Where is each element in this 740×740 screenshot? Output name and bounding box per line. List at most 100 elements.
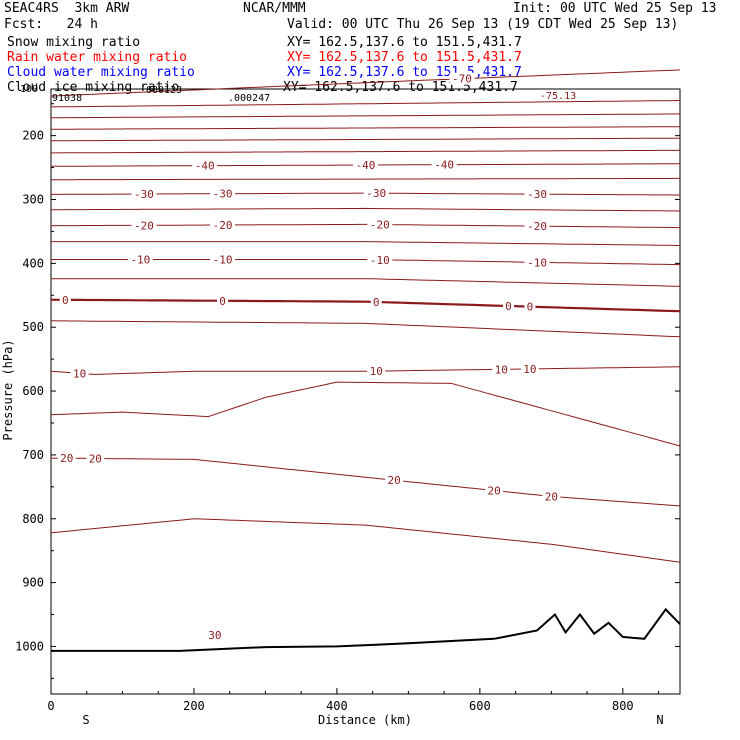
field-rain-xy: XY= 162.5,137.6 to 151.5,431.7 bbox=[287, 50, 522, 65]
y-tick-label: 900 bbox=[22, 576, 44, 590]
y-tick-label: 800 bbox=[22, 512, 44, 526]
contour-label: -70 bbox=[452, 73, 472, 86]
contour-label-bg bbox=[210, 253, 236, 266]
temperature-contours: -70 -40 -40 -40 -30 -30 -30 -30 -20 -20 -20 -20 -10 -… bbox=[50, 69, 681, 642]
contour-label: -10 bbox=[370, 254, 390, 267]
contour-label-bg bbox=[542, 490, 561, 503]
field-rain-name: Rain water mixing ratio bbox=[7, 50, 188, 65]
contour-label-bg bbox=[86, 452, 105, 465]
contour-label-bg bbox=[524, 220, 550, 233]
terrain-line bbox=[51, 607, 681, 652]
y-tick-label: 300 bbox=[22, 193, 44, 207]
contour-label-bg bbox=[367, 218, 393, 231]
isotherm--5 bbox=[51, 278, 681, 287]
contour-label-bg bbox=[367, 253, 393, 266]
south-label: S bbox=[82, 713, 89, 727]
field-cloudwater-name: Cloud water mixing ratio bbox=[7, 65, 195, 80]
contour-label: 0 bbox=[219, 295, 226, 308]
contour-label-bg bbox=[217, 294, 229, 307]
y-tick-label: 200 bbox=[22, 129, 44, 143]
contour-label-bg bbox=[485, 484, 504, 497]
y-tick-label: 1000 bbox=[15, 639, 44, 653]
contour-label-bg bbox=[59, 293, 71, 306]
contour-label: -10 bbox=[213, 254, 233, 267]
y-tick-label: 400 bbox=[22, 256, 44, 270]
contour-label: -30 bbox=[134, 188, 154, 201]
contour-label: 0 bbox=[373, 296, 380, 309]
isotherm--25 bbox=[51, 207, 681, 212]
organization: NCAR/MMM bbox=[243, 1, 306, 16]
contour-label: -30 bbox=[366, 187, 386, 200]
isotherm-10 bbox=[50, 366, 681, 375]
x-tick-label: 200 bbox=[183, 699, 205, 713]
top-annotation-3: .000247 bbox=[228, 93, 270, 104]
init-time: Init: 00 UTC Wed 25 Sep 13 bbox=[513, 1, 717, 16]
isotherm-25 bbox=[50, 518, 681, 563]
isotherm--55 bbox=[50, 126, 680, 130]
contour-label-bg bbox=[370, 295, 382, 308]
field-snow-name: Snow mixing ratio bbox=[7, 35, 141, 50]
contour-label-bg bbox=[524, 300, 536, 313]
isotherm--10 bbox=[51, 259, 681, 266]
contour-label-bg bbox=[70, 367, 89, 380]
contour-label: 10 bbox=[495, 363, 508, 376]
field-cloudice-name: Cloud ice mixing ratio bbox=[7, 80, 180, 95]
contour-label-bg bbox=[57, 452, 76, 465]
x-tick-label: 400 bbox=[326, 699, 348, 713]
contour-label: 0 bbox=[62, 294, 69, 307]
contour-label-bg bbox=[492, 363, 511, 376]
field-snow-xy: XY= 162.5,137.6 to 151.5,431.7 bbox=[287, 35, 522, 50]
contour-label: -20 bbox=[527, 220, 547, 233]
isotherm-5 bbox=[50, 320, 681, 338]
contour-label: -20 bbox=[134, 219, 154, 232]
contour-label: -40 bbox=[434, 159, 454, 172]
north-label: N bbox=[656, 713, 663, 727]
isotherm--35 bbox=[51, 177, 680, 181]
top-annotation-1: 91038 bbox=[52, 93, 82, 104]
y-tick-label: 500 bbox=[22, 320, 44, 334]
contour-label: -30 bbox=[213, 188, 233, 201]
x-tick-label: 600 bbox=[469, 699, 491, 713]
contour-label: -30 bbox=[527, 188, 547, 201]
x-tick-label: 800 bbox=[612, 699, 634, 713]
contour-label-bg bbox=[127, 253, 153, 266]
valid-time: Valid: 00 UTC Thu 26 Sep 13 (19 CDT Wed … bbox=[287, 17, 679, 32]
contour-label: -20 bbox=[213, 219, 233, 232]
contour-label: 0 bbox=[505, 300, 512, 313]
contour-label: 10 bbox=[73, 367, 86, 380]
contour-label-bg bbox=[367, 365, 386, 378]
contour-label-bg bbox=[385, 474, 404, 487]
contour-label: 0 bbox=[527, 301, 534, 314]
isotherm--15 bbox=[51, 241, 681, 246]
contour-label-bg bbox=[502, 300, 514, 313]
contour-label: 10 bbox=[370, 365, 383, 378]
contour-label: -40 bbox=[195, 160, 215, 173]
contour-label-bg bbox=[210, 187, 236, 200]
contour-label-bg bbox=[210, 218, 236, 231]
contour-label-bg bbox=[520, 362, 539, 375]
contour-label: 10 bbox=[523, 363, 536, 376]
contour-label: -20 bbox=[370, 219, 390, 232]
y-tick-label: 600 bbox=[22, 384, 44, 398]
isotherm-15 bbox=[50, 381, 681, 447]
contour-label: 20 bbox=[545, 490, 558, 503]
y-axis-title: Pressure (hPa) bbox=[1, 339, 15, 440]
contour-label-bg bbox=[431, 158, 457, 171]
y-tick-label: 700 bbox=[22, 448, 44, 462]
contour-label-bg bbox=[449, 72, 475, 85]
isotherm--45 bbox=[51, 149, 681, 154]
contour-label: -40 bbox=[356, 159, 376, 172]
isotherm--50 bbox=[50, 137, 680, 142]
contour-label: 20 bbox=[60, 452, 73, 465]
contour-label-bg bbox=[353, 159, 378, 172]
forecast-hour: Fcst: 24 h bbox=[4, 17, 98, 32]
contour-label-bg bbox=[192, 159, 218, 172]
contour-label-30: 30 bbox=[208, 629, 221, 642]
contour-label: 20 bbox=[488, 485, 501, 498]
isotherm--60 bbox=[50, 113, 681, 119]
contour-label-bg bbox=[131, 219, 157, 232]
isotherm--70 bbox=[50, 69, 681, 97]
contour-label-bg bbox=[524, 256, 550, 269]
contour-label: 20 bbox=[89, 452, 102, 465]
